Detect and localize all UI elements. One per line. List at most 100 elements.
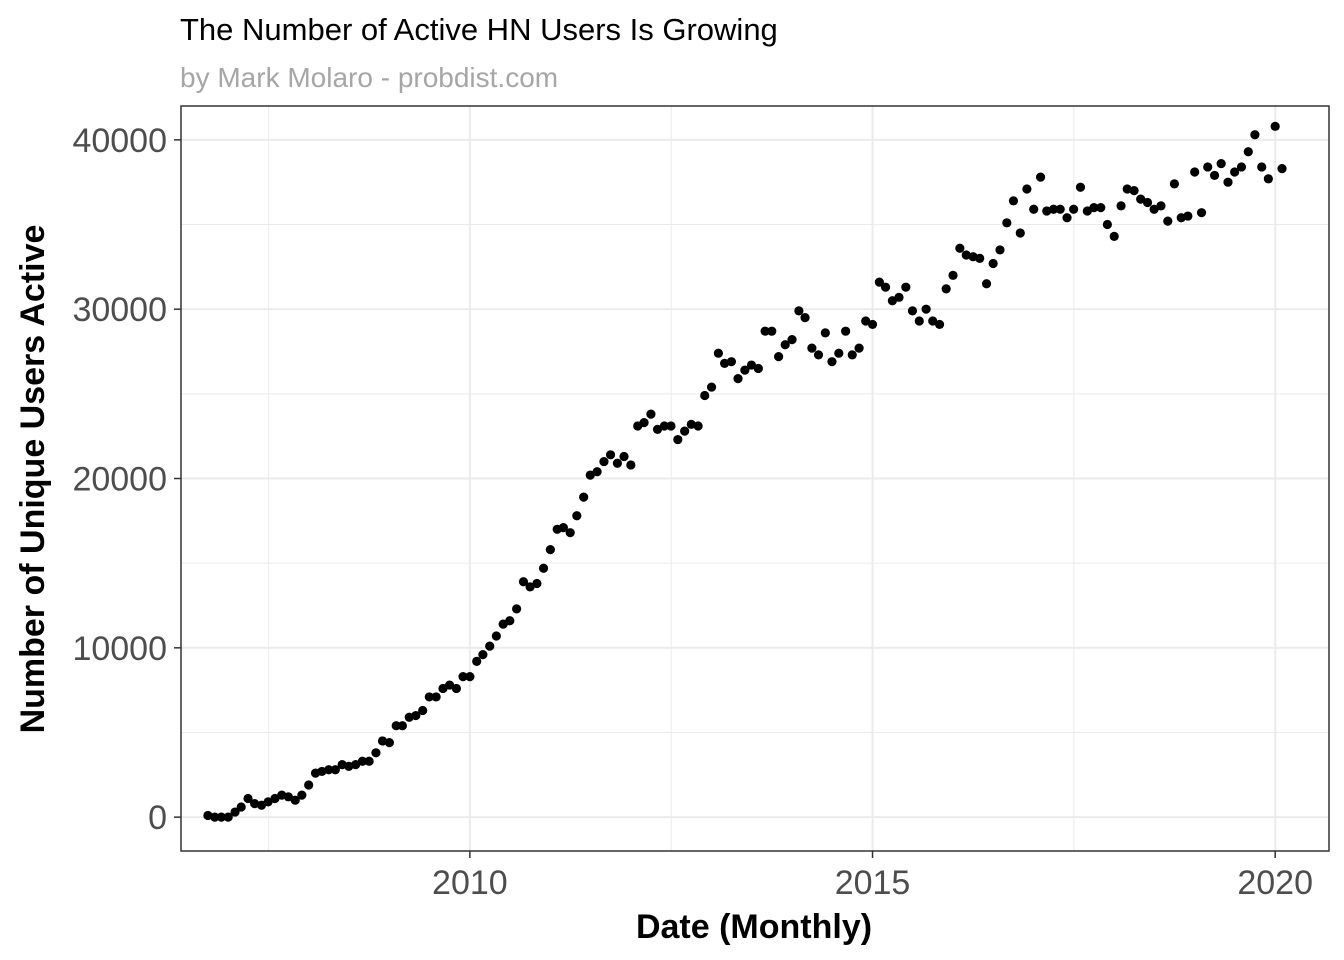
data-point (934, 319, 945, 330)
x-tick-label: 2020 (1237, 864, 1313, 902)
data-point (847, 350, 857, 360)
data-point (975, 253, 985, 263)
data-point (1069, 204, 1079, 214)
data-point (1008, 196, 1019, 206)
data-point (820, 328, 830, 338)
data-point (1163, 216, 1173, 226)
data-point (652, 424, 663, 434)
data-point (800, 313, 810, 323)
axis-ticks: 2010 2015 2020 0 10000 20000 30000 40000 (72, 122, 1313, 902)
data-point (907, 306, 918, 316)
data-point (619, 451, 629, 462)
data-point (955, 243, 965, 253)
data-point (780, 340, 790, 350)
data-point (1055, 204, 1065, 214)
data-point (854, 343, 864, 353)
data-point (1116, 201, 1126, 211)
data-point (680, 426, 690, 436)
data-point (1216, 158, 1226, 169)
data-point (491, 631, 501, 641)
data-point (948, 270, 958, 280)
data-point (451, 683, 462, 694)
data-point (243, 793, 253, 804)
data-point (861, 316, 871, 326)
data-point (626, 460, 636, 470)
data-point (512, 604, 522, 614)
data-point (901, 282, 911, 292)
data-point (572, 511, 582, 521)
data-point (538, 563, 549, 573)
data-point (1022, 184, 1032, 194)
data-point (579, 492, 589, 502)
data-point (364, 756, 374, 766)
data-point (1048, 204, 1059, 214)
data-point (371, 748, 381, 758)
data-point (1015, 228, 1025, 238)
data-point (1035, 172, 1046, 182)
data-point (813, 350, 824, 360)
data-point (673, 434, 683, 445)
data-point (270, 793, 280, 804)
data-point (472, 656, 482, 666)
y-tick-label: 20000 (72, 461, 167, 499)
data-point (1203, 162, 1213, 172)
data-point (431, 692, 441, 702)
data-point (585, 470, 595, 480)
data-point (774, 351, 784, 362)
data-point (330, 765, 340, 775)
data-point (666, 421, 676, 431)
data-point (880, 282, 891, 292)
data-point (867, 319, 878, 330)
data-point (223, 812, 233, 822)
data-point (558, 523, 568, 533)
data-point (794, 306, 804, 316)
data-point (1257, 162, 1267, 172)
data-point (465, 672, 475, 682)
data-point (1129, 186, 1139, 196)
data-point (767, 326, 777, 336)
data-point (236, 802, 246, 812)
data-point (746, 360, 757, 370)
chart-subtitle: by Mark Molaro - probdist.com (180, 62, 558, 93)
data-point (726, 357, 737, 367)
data-point (1270, 121, 1280, 131)
data-point (1209, 170, 1220, 181)
x-tick-label: 2010 (432, 864, 508, 902)
data-point (1277, 164, 1287, 174)
data-point (290, 795, 300, 805)
y-tick-label: 40000 (72, 122, 167, 160)
data-point (1102, 219, 1112, 230)
data-point (545, 545, 555, 555)
data-point (1230, 167, 1240, 177)
data-point (565, 528, 575, 538)
data-point (1236, 162, 1247, 172)
data-point (1243, 147, 1253, 157)
y-tick-label: 30000 (72, 291, 167, 329)
data-point (941, 284, 951, 294)
data-point (807, 343, 817, 353)
data-point (988, 258, 998, 269)
x-axis-title: Date (Monthly) (636, 908, 872, 946)
data-point (827, 357, 837, 367)
data-point (411, 710, 421, 721)
data-point (921, 304, 931, 314)
data-point (740, 365, 750, 375)
data-point (874, 277, 884, 287)
data-point (1223, 177, 1233, 187)
data-point (1096, 202, 1106, 213)
data-point (693, 421, 703, 431)
data-point (995, 245, 1005, 255)
data-point (1142, 197, 1153, 208)
data-point (914, 316, 924, 326)
data-point (1062, 213, 1072, 223)
data-point (216, 812, 226, 822)
data-point (981, 279, 992, 289)
data-point (700, 390, 710, 401)
data-point (1136, 194, 1146, 204)
data-point (478, 649, 488, 660)
data-point (612, 458, 623, 468)
data-point (894, 292, 904, 302)
data-point (1089, 202, 1099, 213)
data-point (1149, 204, 1159, 214)
